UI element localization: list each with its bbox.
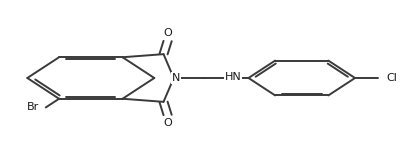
Text: O: O <box>163 119 172 129</box>
Text: Cl: Cl <box>387 73 397 83</box>
Text: Br: Br <box>28 102 39 112</box>
Text: HN: HN <box>225 72 242 82</box>
Text: O: O <box>163 27 172 37</box>
Text: N: N <box>172 73 180 83</box>
